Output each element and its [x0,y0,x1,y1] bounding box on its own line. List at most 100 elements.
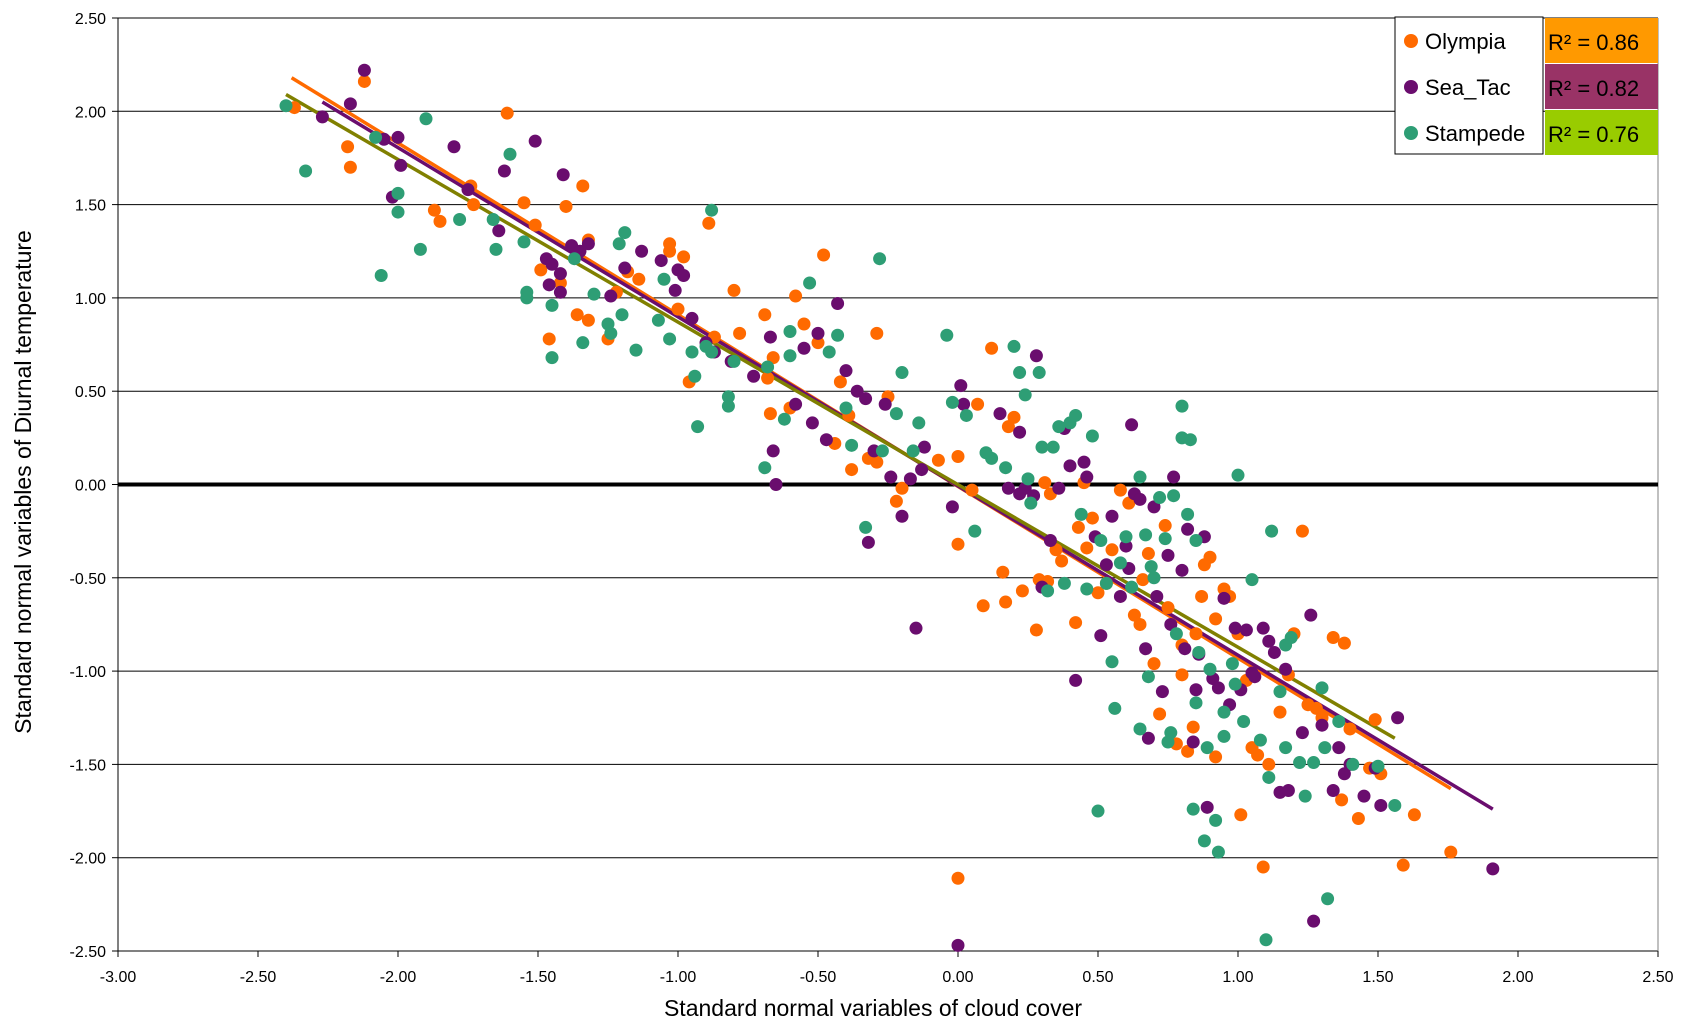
point-stampede [612,237,626,251]
axes [112,17,1659,957]
legend-marker-sea-tac [1404,80,1418,94]
r2-label-sea-tac: R² = 0.82 [1548,76,1639,101]
legend-marker-olympia [1404,34,1418,48]
x-tick-label: 1.50 [1362,969,1393,986]
point-olympia [1113,483,1127,497]
point-stampede [1119,530,1133,544]
point-stampede [889,407,903,421]
point-olympia [1209,750,1223,764]
point-olympia [761,371,775,385]
point-stampede [999,461,1013,475]
point-olympia [702,216,716,230]
point-sea-tac [1279,662,1293,676]
point-stampede [1245,573,1259,587]
point-stampede [1253,733,1267,747]
point-sea-tac [542,278,556,292]
point-olympia [1007,410,1021,424]
point-olympia [1069,616,1083,630]
y-tick-label: -2.50 [70,944,107,961]
point-olympia [833,375,847,389]
point-sea-tac [1043,533,1057,547]
point-stampede [721,390,735,404]
point-stampede [873,252,887,266]
point-sea-tac [1391,711,1405,725]
point-olympia [870,326,884,340]
point-sea-tac [747,369,761,383]
point-stampede [1032,366,1046,380]
point-stampede [688,369,702,383]
point-sea-tac [492,224,506,238]
point-stampede [1133,722,1147,736]
point-olympia [581,313,595,327]
point-sea-tac [1125,418,1139,432]
point-stampede [1113,556,1127,570]
point-stampede [839,401,853,415]
point-olympia [534,263,548,277]
y-tick-label: 2.50 [75,11,106,28]
point-stampede [1284,631,1298,645]
point-sea-tac [1029,349,1043,363]
point-olympia [1141,547,1155,561]
x-tick-label: -2.00 [380,969,417,986]
point-olympia [427,203,441,217]
point-stampede [1203,662,1217,676]
point-stampede [1225,657,1239,671]
point-sea-tac [1080,470,1094,484]
point-olympia [1049,543,1063,557]
point-olympia [733,326,747,340]
point-sea-tac [581,237,595,251]
point-stampede [831,328,845,342]
point-olympia [677,250,691,264]
point-sea-tac [1113,589,1127,603]
point-stampede [1167,489,1181,503]
x-tick-label: 1.00 [1222,969,1253,986]
point-stampede [369,130,383,144]
point-sea-tac [1186,735,1200,749]
point-olympia [1091,586,1105,600]
point-stampede [1085,429,1099,443]
point-sea-tac [1307,914,1321,928]
point-olympia [1351,812,1365,826]
point-olympia [766,351,780,365]
point-stampede [912,416,926,430]
point-stampede [1133,470,1147,484]
point-sea-tac [839,364,853,378]
point-sea-tac [831,296,845,310]
point-olympia [1234,808,1248,822]
point-sea-tac [819,433,833,447]
r2-label-stampede: R² = 0.76 [1548,122,1639,147]
point-stampede [663,332,677,346]
point-stampede [1273,685,1287,699]
point-sea-tac [909,621,923,635]
point-sea-tac [1164,617,1178,631]
point-olympia [1256,860,1270,874]
point-olympia [1071,520,1085,534]
point-sea-tac [797,341,811,355]
point-stampede [1057,576,1071,590]
point-olympia [1444,845,1458,859]
point-stampede [374,269,388,283]
legend: Olympia R² = 0.86 Sea_Tac R² = 0.82 Stampede… [1394,16,1658,155]
point-olympia [1262,757,1276,771]
point-olympia [1273,705,1287,719]
point-sea-tac [545,257,559,271]
point-sea-tac [861,535,875,549]
point-sea-tac [391,130,405,144]
point-stampede [1231,468,1245,482]
point-stampede [1181,507,1195,521]
point-stampede [968,524,982,538]
point-olympia [570,308,584,322]
point-sea-tac [1295,726,1309,740]
point-stampede [1018,388,1032,402]
point-olympia [870,455,884,469]
point-sea-tac [461,183,475,197]
point-stampede [489,242,503,256]
y-tick-label: 0.00 [75,478,106,495]
point-olympia [789,289,803,303]
x-axis-title: Standard normal variables of cloud cover [664,995,1082,1021]
point-stampede [1237,714,1251,728]
y-tick-label: 0.50 [75,384,106,401]
point-olympia [727,283,741,297]
point-stampede [845,438,859,452]
